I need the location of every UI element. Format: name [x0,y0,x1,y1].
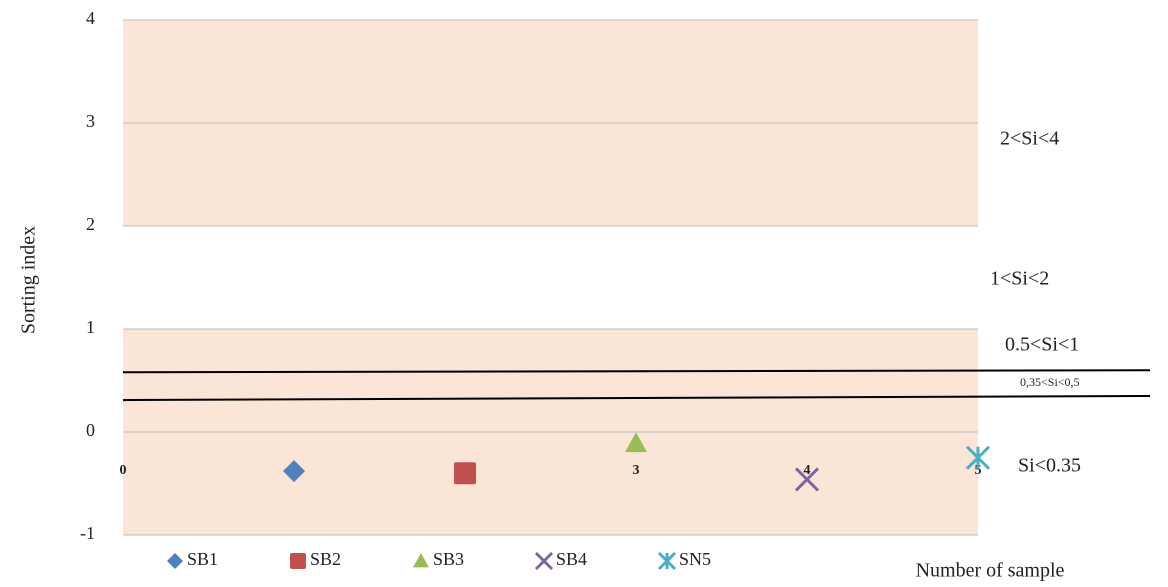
legend-label: SN5 [679,549,711,569]
x-tick-label: 4 [804,463,811,478]
marker [657,551,677,571]
y-tick-label: 3 [86,111,95,131]
band-annotation: 0.5<Si<1 [1005,334,1079,356]
marker [794,467,820,492]
marker [283,460,305,483]
y-tick-label: 2 [86,214,95,234]
x-tick-label: 3 [633,463,640,478]
x-tick-label: 5 [975,463,982,478]
legend-label: SB1 [187,549,218,569]
y-axis-label: Sorting index [18,226,40,334]
marker [625,432,647,453]
marker [454,462,476,485]
marker [965,445,991,470]
band-annotation: 2<Si<4 [1000,128,1059,150]
y-tick-label: -1 [80,523,95,543]
y-tick-label: 0 [86,420,95,440]
band-annotation: Si<0.35 [1018,455,1081,477]
y-tick-label: 4 [86,8,95,28]
marker [413,553,429,568]
legend-label: SB3 [433,549,464,569]
legend-label: SB2 [310,549,341,569]
marker [534,551,554,571]
legend-label: SB4 [556,549,587,569]
y-tick-label: 1 [86,317,95,337]
x-tick-label: 0 [120,463,127,478]
band-annotation: 1<Si<2 [990,268,1049,290]
marker [167,553,183,569]
threshold-line [122,394,1151,402]
band-annotation: 0,35<Si<0,5 [1020,375,1080,389]
marker [290,553,306,569]
x-axis-label: Number of sample [916,560,1065,582]
threshold-line [122,369,1151,374]
